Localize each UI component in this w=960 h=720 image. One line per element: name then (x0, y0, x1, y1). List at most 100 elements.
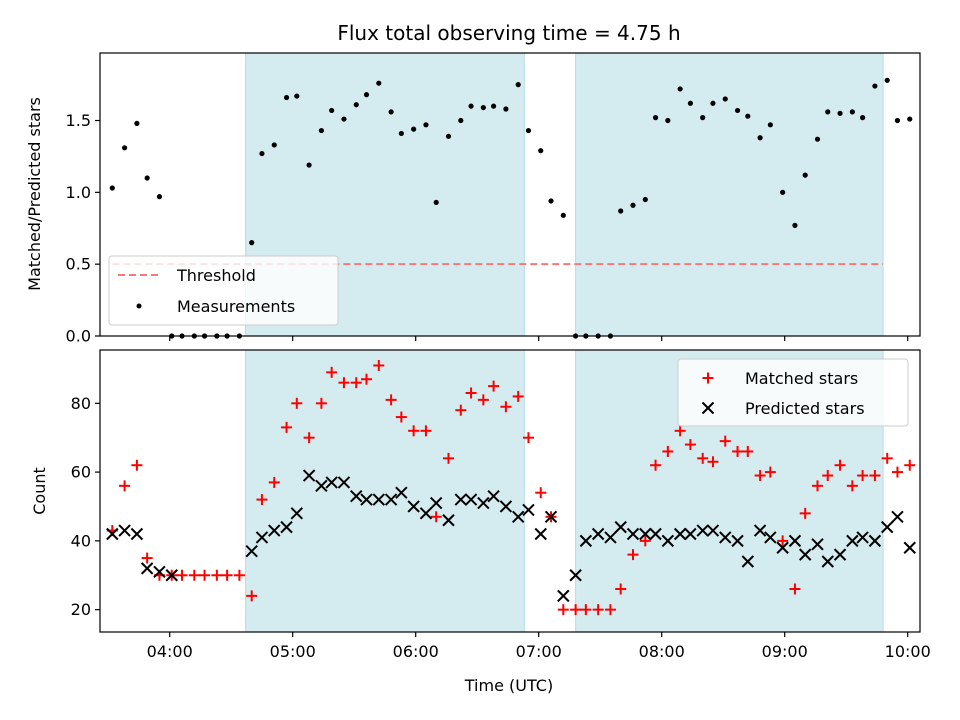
matched-star-point (580, 604, 592, 616)
matched-star-point (639, 535, 651, 547)
matched-star-point (754, 470, 766, 482)
measurement-point (849, 109, 855, 115)
matched-star-point (891, 466, 903, 478)
matched-star-point (812, 480, 823, 492)
measurement-point (491, 103, 497, 109)
predicted-star-point (811, 538, 824, 551)
measurement-point (294, 93, 300, 99)
predicted-star-point (788, 534, 802, 548)
y-tick-label: 0.0 (66, 327, 91, 346)
matched-star-point (221, 569, 233, 581)
measurement-point (907, 116, 913, 122)
predicted-star-point (442, 514, 455, 527)
matched-star-point (822, 470, 834, 482)
measurement-point (122, 145, 128, 151)
predicted-star-point (764, 531, 777, 544)
measurement-point (780, 189, 786, 195)
measurement-point (259, 150, 265, 157)
measurement-point (837, 110, 843, 116)
y-tick-label: 1.0 (66, 183, 91, 202)
matched-star-point (281, 421, 293, 433)
x-tick-label: 06:00 (393, 642, 439, 661)
bottom-legend: Matched stars Predicted stars (677, 358, 909, 427)
measurement-point (825, 109, 831, 115)
predicted-star-point (880, 520, 894, 534)
chart-title: Flux total observing time = 4.75 h (337, 21, 680, 45)
predicted-star-point (534, 527, 547, 541)
matched-star-point (268, 476, 280, 488)
y-tick-label: 40 (71, 531, 91, 550)
matched-star-point (500, 401, 512, 413)
predicted-star-point (591, 527, 605, 541)
measurements-legend-marker (136, 303, 142, 309)
matched-legend-label: Matched stars (745, 369, 858, 388)
matched-star-point (650, 459, 662, 471)
measurement-point (363, 92, 370, 98)
matched-star-point (535, 487, 547, 499)
measurement-point (687, 100, 694, 106)
matched-star-point (732, 445, 744, 457)
x-axis-label: Time (UTC) (464, 676, 553, 695)
predicted-star-point (337, 476, 351, 489)
measurement-point (515, 82, 521, 88)
matched-star-point (291, 397, 303, 409)
matched-star-point (408, 425, 420, 437)
top-y-axis-label: Matched/Predicted stars (25, 97, 44, 291)
predicted-star-point (407, 500, 420, 513)
predicted-legend-label: Predicted stars (745, 399, 865, 418)
matched-star-point (420, 425, 432, 437)
predicted-star-point (419, 507, 433, 520)
measurement-point (792, 222, 798, 228)
matched-star-point (904, 459, 916, 471)
predicted-legend-marker (701, 401, 715, 415)
matched-star-point (256, 494, 268, 506)
predicted-star-point (557, 589, 570, 603)
measurement-point (398, 130, 404, 137)
predicted-star-point (280, 520, 293, 534)
measurement-point (423, 122, 429, 128)
measurement-point (134, 120, 140, 126)
matched-star-point (303, 432, 315, 444)
predicted-star-point (569, 569, 582, 582)
bottom-panel: 20 40 60 80 04:00 05:00 06:00 07:00 08:00 09:00 1… (30, 349, 931, 695)
x-tick-label: 09:00 (762, 642, 808, 661)
matched-star-point (373, 359, 385, 371)
predicted-star-point (290, 507, 304, 520)
top-legend: Threshold Measurements (108, 255, 339, 326)
matched-star-point (742, 445, 754, 457)
measurement-point (860, 115, 866, 121)
predicted-star-point (798, 548, 812, 561)
matched-star-point (430, 511, 442, 523)
matched-star-point (176, 569, 188, 581)
matched-star-point (477, 394, 489, 406)
matched-star-point (338, 377, 350, 389)
predicted-star-point (776, 541, 789, 554)
predicted-star-point (833, 548, 847, 561)
predicted-star-point (255, 531, 269, 544)
predicted-star-point (360, 493, 373, 506)
predicted-star-point (719, 531, 732, 544)
matched-star-point (789, 583, 801, 595)
matched-star-point (211, 569, 223, 581)
measurement-point (144, 175, 150, 181)
top-panel: 0.0 0.5 1.0 1.5 Matched/Predicted stars Thr… (25, 52, 921, 346)
predicted-star-point (604, 531, 617, 544)
bottom-x-axis: 04:00 05:00 06:00 07:00 08:00 09:00 10:00 (147, 632, 931, 661)
predicted-star-point (268, 524, 281, 537)
measurement-point (722, 96, 728, 102)
measurement-point (665, 117, 671, 124)
bottom-y-axis-label: Count (30, 467, 49, 515)
matched-star-point (557, 604, 569, 616)
predicted-star-point (395, 486, 408, 499)
matched-star-point (465, 387, 477, 399)
predicted-star-point (477, 496, 490, 510)
bottom-shaded-intervals (245, 350, 884, 632)
matched-star-point (570, 604, 582, 616)
predicted-stars-points (106, 469, 916, 603)
matched-star-point (141, 552, 153, 564)
measurement-point (458, 117, 464, 124)
predicted-star-point (544, 510, 558, 523)
measurement-point (341, 116, 347, 122)
top-y-axis: 0.0 0.5 1.0 1.5 (66, 111, 100, 346)
